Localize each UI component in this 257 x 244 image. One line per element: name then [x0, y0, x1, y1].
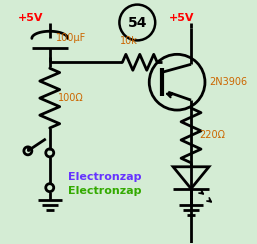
Text: 100Ω: 100Ω — [58, 93, 84, 103]
Text: Electronzap: Electronzap — [68, 172, 141, 182]
Text: +5V: +5V — [18, 12, 43, 22]
Text: +5V: +5V — [169, 12, 195, 22]
Text: Electronzap: Electronzap — [68, 186, 141, 196]
Text: 100μF: 100μF — [56, 33, 86, 43]
Text: 54: 54 — [127, 16, 147, 30]
Text: 220Ω: 220Ω — [199, 130, 225, 140]
Text: 2N3906: 2N3906 — [209, 77, 247, 87]
Text: 10k: 10k — [120, 36, 138, 46]
